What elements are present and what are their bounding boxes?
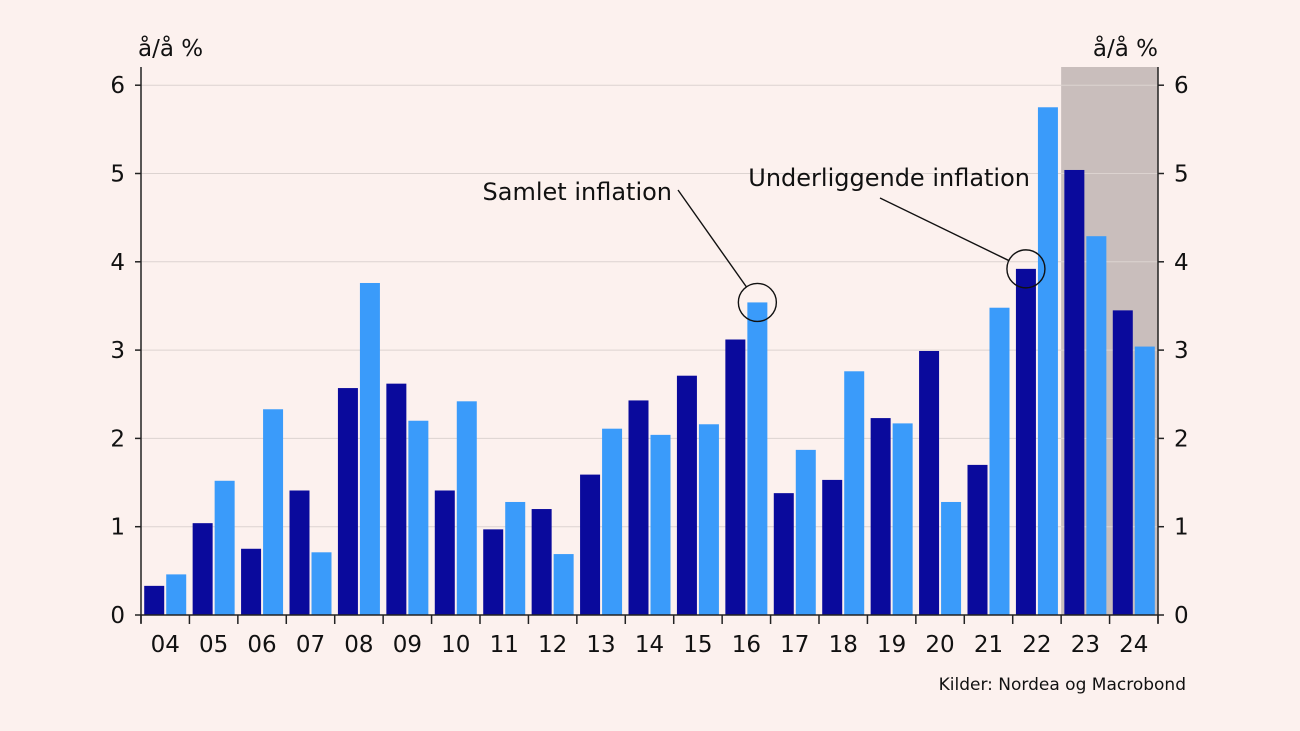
- bar-underliggende-16: [725, 339, 746, 615]
- x-tick-label: 23: [1071, 632, 1100, 658]
- bar-underliggende-18: [822, 479, 843, 615]
- y-tick-label-right: 5: [1174, 162, 1189, 188]
- bar-samlet-04: [166, 574, 187, 615]
- y-tick-label-left: 4: [110, 250, 125, 276]
- y-tick-label-left: 5: [110, 162, 125, 188]
- bar-samlet-17: [795, 449, 816, 615]
- bar-underliggende-19: [870, 418, 891, 615]
- x-tick-label: 20: [925, 632, 954, 658]
- bar-underliggende-06: [241, 548, 262, 615]
- x-tick-label: 04: [151, 632, 180, 658]
- bar-samlet-13: [602, 428, 623, 615]
- x-tick-label: 06: [247, 632, 276, 658]
- bar-underliggende-24: [1112, 310, 1133, 615]
- annotation-circle: [1006, 249, 1046, 289]
- bar-underliggende-12: [531, 509, 552, 615]
- x-tick-label: 21: [974, 632, 1003, 658]
- axes: [135, 67, 1164, 624]
- bar-underliggende-21: [967, 464, 988, 615]
- annotation-leader-line: [879, 197, 1010, 262]
- x-tick-labels: 04 05 06 07 08 09 10 11 12 13 14 15 16 17 18 19 20 21 22 23…: [151, 632, 1149, 658]
- y-unit-label-left: å/å %: [138, 34, 203, 62]
- bar-samlet-24: [1134, 346, 1155, 615]
- bar-samlet-18: [844, 371, 865, 615]
- annotation-underliggende-inflation: Underliggende inflation: [748, 164, 1030, 192]
- x-tick-label: 12: [538, 632, 567, 658]
- annotation-leader-line: [677, 189, 747, 288]
- x-tick-label: 13: [586, 632, 615, 658]
- x-tick-label: 11: [490, 632, 519, 658]
- bar-samlet-11: [505, 501, 526, 615]
- x-tick-label: 18: [829, 632, 858, 658]
- y-tick-labels: 0 0 1 1 2 2 3 3 4 4 5 5 6 6: [110, 73, 1188, 629]
- bar-samlet-07: [311, 552, 332, 615]
- bar-samlet-16: [747, 302, 768, 615]
- annotations: Samlet inflation Underliggende inflation: [483, 164, 1046, 323]
- bar-underliggende-10: [434, 490, 455, 615]
- bar-samlet-06: [263, 409, 284, 615]
- source-note: Kilder: Nordea og Macrobond: [939, 675, 1186, 695]
- bar-samlet-12: [553, 554, 574, 615]
- bar-samlet-21: [989, 307, 1010, 615]
- y-tick-label-right: 4: [1174, 250, 1189, 276]
- bar-underliggende-07: [289, 490, 310, 615]
- bar-samlet-10: [456, 401, 477, 615]
- y-tick-label-left: 6: [110, 73, 125, 99]
- bar-underliggende-09: [386, 383, 407, 615]
- x-tick-label: 24: [1119, 632, 1148, 658]
- bar-underliggende-11: [483, 529, 504, 615]
- bar-samlet-23: [1086, 236, 1107, 615]
- y-tick-label-left: 0: [110, 603, 125, 629]
- y-unit-label-right: å/å %: [1093, 34, 1158, 62]
- bar-samlet-22: [1037, 107, 1058, 616]
- x-tick-label: 10: [441, 632, 470, 658]
- y-tick-label-right: 6: [1174, 73, 1189, 99]
- bar-underliggende-05: [192, 523, 213, 615]
- gridlines: [141, 84, 1158, 528]
- x-tick-label: 08: [344, 632, 373, 658]
- y-tick-label-left: 1: [110, 515, 125, 541]
- bar-underliggende-20: [919, 350, 940, 615]
- x-tick-label: 15: [683, 632, 712, 658]
- y-tick-label-right: 1: [1174, 515, 1189, 541]
- x-tick-label: 09: [393, 632, 422, 658]
- annotation-samlet-inflation: Samlet inflation: [483, 178, 672, 206]
- bar-samlet-09: [408, 420, 429, 615]
- y-tick-label-right: 0: [1174, 603, 1189, 629]
- bar-underliggende-14: [628, 400, 649, 615]
- bar-samlet-05: [214, 480, 235, 615]
- y-tick-label-left: 2: [110, 426, 125, 452]
- x-tick-label: 05: [199, 632, 228, 658]
- bars: [144, 107, 1155, 616]
- bar-samlet-19: [892, 423, 913, 615]
- bar-samlet-08: [359, 282, 380, 615]
- bar-underliggende-22: [1015, 268, 1036, 615]
- x-tick-label: 16: [732, 632, 761, 658]
- bar-underliggende-15: [676, 375, 697, 615]
- bar-underliggende-13: [580, 474, 601, 615]
- x-tick-label: 17: [780, 632, 809, 658]
- y-tick-label-right: 3: [1174, 338, 1189, 364]
- bar-underliggende-23: [1064, 169, 1085, 615]
- annotation-circle: [737, 282, 778, 323]
- y-tick-label-left: 3: [110, 338, 125, 364]
- bar-samlet-20: [941, 501, 962, 615]
- x-tick-label: 19: [877, 632, 906, 658]
- bar-samlet-14: [650, 434, 671, 615]
- bar-underliggende-04: [144, 585, 165, 615]
- bar-samlet-15: [698, 424, 719, 615]
- y-tick-label-right: 2: [1174, 426, 1189, 452]
- x-tick-label: 07: [296, 632, 325, 658]
- bar-underliggende-17: [773, 493, 794, 615]
- x-tick-label: 14: [635, 632, 664, 658]
- bar-underliggende-08: [337, 388, 358, 615]
- x-tick-label: 22: [1022, 632, 1051, 658]
